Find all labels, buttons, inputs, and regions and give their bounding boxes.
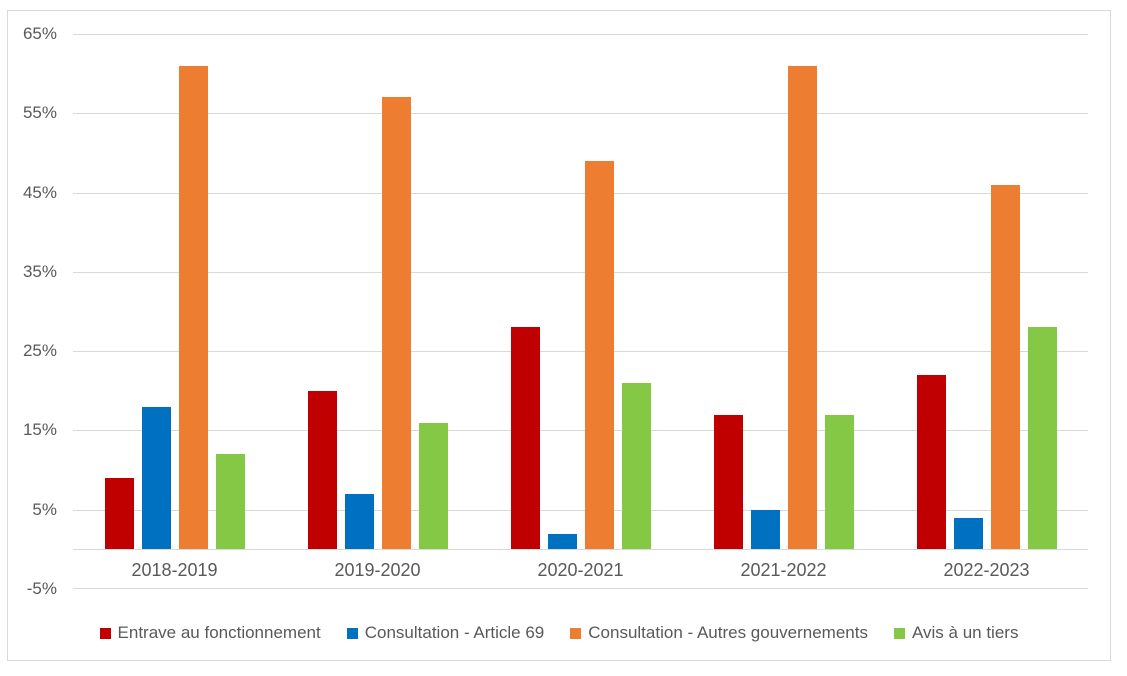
legend-item: Consultation - Article 69	[346, 623, 545, 643]
bar-series1-2020-2021	[510, 327, 540, 550]
gridline	[73, 192, 1088, 194]
gridline	[73, 588, 1088, 589]
legend-label: Avis à un tiers	[911, 623, 1019, 642]
bar-series4-2018-2019	[215, 454, 245, 550]
y-axis: 65% 55% 45% 35% 25% 15% 5% -5%	[8, 24, 57, 598]
y-tick-label: -5%	[26, 579, 57, 598]
legend-label: Consultation - Article 69	[364, 623, 545, 642]
bar-series4-2019-2020	[418, 422, 448, 550]
bar-series1-2022-2023	[916, 374, 946, 550]
gridline	[73, 351, 1088, 353]
gridline	[73, 113, 1088, 115]
legend-item: Consultation - Autres gouvernements	[570, 623, 868, 643]
legend-swatch-icon	[346, 627, 358, 639]
bar-series2-2018-2019	[141, 406, 171, 550]
bar-series4-2021-2022	[824, 414, 854, 550]
y-tick-label: 65%	[22, 24, 57, 43]
y-tick-label: 55%	[22, 103, 57, 123]
gridline	[73, 271, 1088, 273]
bar-series3-2022-2023	[990, 184, 1020, 550]
gridline	[73, 509, 1088, 511]
gridline	[73, 34, 1088, 35]
bar-series3-2018-2019	[178, 65, 208, 550]
bar-series3-2021-2022	[787, 65, 817, 550]
plot-area	[73, 34, 1088, 589]
legend: Entrave au fonctionnement Consultation - …	[8, 623, 1110, 643]
bar-series2-2021-2022	[750, 509, 780, 550]
bar-series1-2019-2020	[307, 390, 337, 550]
bar-series2-2020-2021	[547, 533, 577, 550]
bar-series2-2019-2020	[344, 493, 374, 550]
y-tick-label: 25%	[22, 341, 57, 361]
legend-item: Avis à un tiers	[893, 623, 1019, 643]
bar-series4-2022-2023	[1027, 327, 1057, 550]
y-tick-label: 5%	[32, 499, 57, 519]
bar-series1-2018-2019	[104, 478, 134, 550]
bar-series2-2022-2023	[953, 517, 983, 550]
legend-swatch-icon	[570, 627, 582, 639]
bar-series4-2020-2021	[621, 382, 651, 550]
y-tick-label: 15%	[22, 420, 57, 440]
y-tick-label: 45%	[22, 182, 57, 202]
legend-swatch-icon	[99, 627, 111, 639]
x-axis-line	[73, 549, 1088, 551]
bar-series1-2021-2022	[713, 414, 743, 550]
bar-series3-2019-2020	[381, 97, 411, 550]
legend-label: Entrave au fonctionnement	[117, 623, 321, 642]
bar-series3-2020-2021	[584, 160, 614, 550]
legend-swatch-icon	[893, 627, 905, 639]
legend-item: Entrave au fonctionnement	[99, 623, 321, 643]
legend-label: Consultation - Autres gouvernements	[588, 623, 868, 642]
gridline	[73, 430, 1088, 432]
y-tick-label: 35%	[22, 261, 57, 281]
chart-area: 65% 55% 45% 35% 25% 15% 5% -5% 2018-2019 2019-20…	[7, 10, 1111, 661]
